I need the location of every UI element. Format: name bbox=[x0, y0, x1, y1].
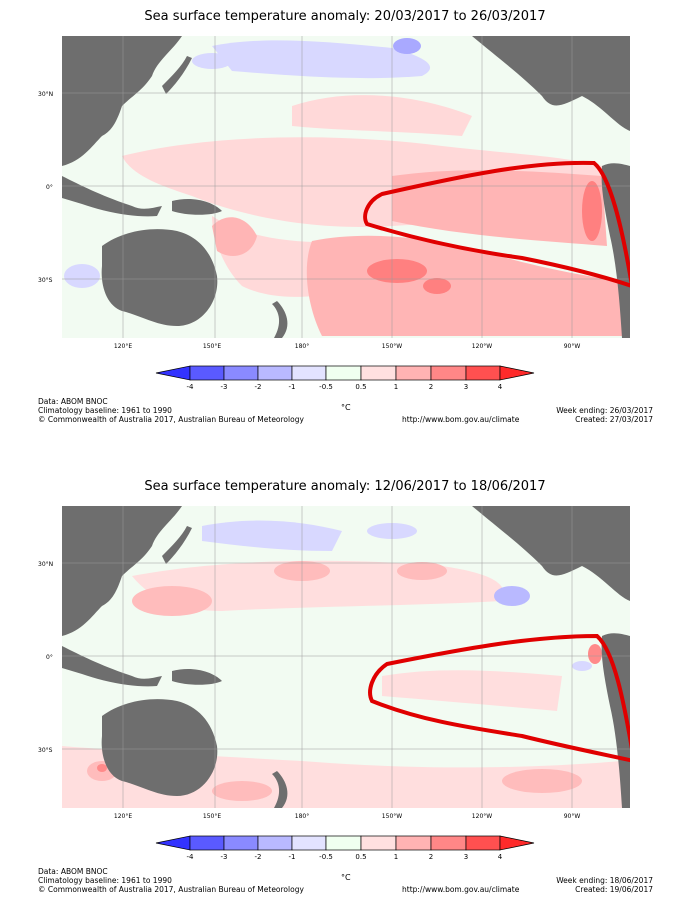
land-australia bbox=[101, 699, 218, 796]
lat-label-30s: 30°S bbox=[38, 747, 53, 754]
land-japan bbox=[162, 56, 192, 94]
footer-url[interactable]: http://www.bom.gov.au/climate bbox=[402, 415, 520, 424]
land-indonesia bbox=[62, 176, 162, 217]
footer-baseline: Climatology baseline: 1961 to 1990 bbox=[38, 406, 172, 415]
sst-anomaly-map bbox=[62, 506, 630, 808]
colorbar-segments bbox=[155, 365, 535, 381]
footer-dates: Week ending: 26/03/2017 Created: 27/03/2… bbox=[556, 406, 653, 424]
land-asia bbox=[62, 506, 182, 636]
lon-label-180: 180° bbox=[294, 813, 310, 820]
land-masses bbox=[62, 506, 630, 808]
land-australia bbox=[101, 229, 218, 326]
land-asia bbox=[62, 36, 182, 166]
lon-label-90w: 90°W bbox=[563, 343, 581, 350]
el-nino-region-outline bbox=[363, 160, 630, 288]
lon-label-120w: 120°W bbox=[471, 813, 493, 820]
land-new-guinea bbox=[172, 669, 222, 685]
colorbar-tick: 2 bbox=[428, 383, 434, 391]
colorbar-tick: -2 bbox=[254, 383, 262, 391]
land-south-america bbox=[601, 163, 630, 338]
colorbar-tick: 4 bbox=[497, 853, 503, 861]
anomaly-panel-june: Sea surface temperature anomaly: 12/06/2… bbox=[0, 470, 680, 920]
land-south-america bbox=[601, 633, 630, 808]
colorbar-unit: °C bbox=[341, 403, 351, 412]
colorbar bbox=[155, 835, 535, 851]
colorbar bbox=[155, 365, 535, 381]
colorbar-tick: 0.5 bbox=[355, 383, 367, 391]
week-ending: Week ending: 26/03/2017 bbox=[556, 406, 653, 415]
colorbar-segments bbox=[155, 835, 535, 851]
lat-label-0: 0° bbox=[46, 654, 53, 661]
sst-anomaly-map bbox=[62, 36, 630, 338]
lon-label-90w: 90°W bbox=[563, 813, 581, 820]
colorbar-tick: -3 bbox=[220, 853, 228, 861]
footer-data-source: Data: ABOM BNOC bbox=[38, 867, 108, 876]
footer-url[interactable]: http://www.bom.gov.au/climate bbox=[402, 885, 520, 894]
map-gridlines bbox=[62, 36, 630, 338]
lon-label-180: 180° bbox=[294, 343, 310, 350]
colorbar-tick: 3 bbox=[463, 853, 469, 861]
lat-label-0: 0° bbox=[46, 184, 53, 191]
lon-label-150w: 150°W bbox=[381, 343, 403, 350]
hot-anomaly-areas bbox=[367, 181, 602, 294]
colorbar-tick: 4 bbox=[497, 383, 503, 391]
land-masses bbox=[62, 36, 630, 338]
lon-label-150w: 150°W bbox=[381, 813, 403, 820]
created-date: Created: 27/03/2017 bbox=[575, 415, 653, 424]
colorbar-tick: 0.5 bbox=[355, 853, 367, 861]
anomaly-panel-march: Sea surface temperature anomaly: 20/03/2… bbox=[0, 0, 680, 450]
colorbar-tick: -1 bbox=[288, 853, 296, 861]
colorbar-tick: -4 bbox=[186, 383, 194, 391]
footer-credits: Data: ABOM BNOC Climatology baseline: 19… bbox=[38, 867, 304, 894]
colorbar-tick: -2 bbox=[254, 853, 262, 861]
colorbar-tick: 3 bbox=[463, 383, 469, 391]
hot-anomaly-areas bbox=[97, 644, 602, 772]
footer-data-source: Data: ABOM BNOC bbox=[38, 397, 108, 406]
colorbar-tick: 1 bbox=[393, 383, 399, 391]
lon-label-150e: 150°E bbox=[202, 343, 222, 350]
cool-anomaly-areas bbox=[64, 38, 431, 288]
lon-label-150e: 150°E bbox=[202, 813, 222, 820]
created-date: Created: 19/06/2017 bbox=[575, 885, 653, 894]
lon-label-120e: 120°E bbox=[113, 813, 133, 820]
colorbar-unit: °C bbox=[341, 873, 351, 882]
panel-title: Sea surface temperature anomaly: 20/03/2… bbox=[144, 9, 546, 24]
footer-copyright: © Commonwealth of Australia 2017, Austra… bbox=[38, 415, 304, 424]
colorbar-tick: -1 bbox=[288, 383, 296, 391]
land-japan bbox=[162, 526, 192, 564]
land-new-zealand bbox=[272, 771, 288, 808]
land-new-zealand bbox=[272, 301, 288, 338]
lon-label-120e: 120°E bbox=[113, 343, 133, 350]
land-north-america bbox=[472, 36, 630, 131]
colorbar-tick: -4 bbox=[186, 853, 194, 861]
week-ending: Week ending: 18/06/2017 bbox=[556, 876, 653, 885]
map-gridlines bbox=[62, 506, 630, 808]
el-nino-region-outline bbox=[368, 633, 630, 763]
colorbar-tick: -3 bbox=[220, 383, 228, 391]
colorbar-tick: 2 bbox=[428, 853, 434, 861]
footer-credits: Data: ABOM BNOC Climatology baseline: 19… bbox=[38, 397, 304, 424]
lat-label-30s: 30°S bbox=[38, 277, 53, 284]
land-indonesia bbox=[62, 646, 162, 687]
land-new-guinea bbox=[172, 199, 222, 215]
colorbar-tick: 1 bbox=[393, 853, 399, 861]
footer-copyright: © Commonwealth of Australia 2017, Austra… bbox=[38, 885, 304, 894]
land-north-america bbox=[472, 506, 630, 601]
lon-label-120w: 120°W bbox=[471, 343, 493, 350]
footer-dates: Week ending: 18/06/2017 Created: 19/06/2… bbox=[556, 876, 653, 894]
lat-label-30n: 30°N bbox=[38, 91, 54, 98]
footer-baseline: Climatology baseline: 1961 to 1990 bbox=[38, 876, 172, 885]
lat-label-30n: 30°N bbox=[38, 561, 54, 568]
colorbar-tick: -0.5 bbox=[319, 853, 333, 861]
panel-title: Sea surface temperature anomaly: 12/06/2… bbox=[144, 479, 546, 494]
colorbar-tick: -0.5 bbox=[319, 383, 333, 391]
